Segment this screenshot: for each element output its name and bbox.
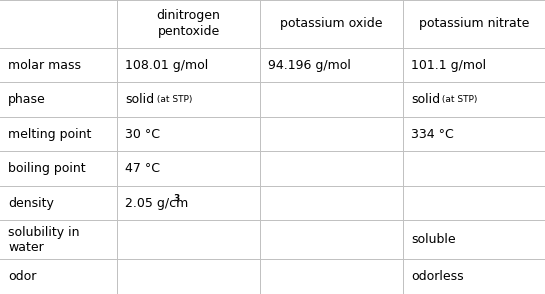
Text: soluble: soluble [411,233,456,246]
Text: solubility in
water: solubility in water [8,226,80,254]
Text: solid: solid [411,93,440,106]
Text: phase: phase [8,93,46,106]
Text: odor: odor [8,270,37,283]
Text: 3: 3 [173,194,179,203]
Text: density: density [8,197,54,210]
Text: melting point: melting point [8,128,92,141]
Text: (at STP): (at STP) [439,95,477,104]
Text: dinitrogen
pentoxide: dinitrogen pentoxide [156,9,221,39]
Text: potassium oxide: potassium oxide [280,17,383,30]
Text: boiling point: boiling point [8,162,86,175]
Text: 30 °C: 30 °C [125,128,160,141]
Text: 47 °C: 47 °C [125,162,160,175]
Text: 94.196 g/mol: 94.196 g/mol [268,59,351,72]
Text: 334 °C: 334 °C [411,128,453,141]
Text: molar mass: molar mass [8,59,81,72]
Text: potassium nitrate: potassium nitrate [419,17,529,30]
Text: solid: solid [125,93,154,106]
Text: 101.1 g/mol: 101.1 g/mol [411,59,486,72]
Text: 108.01 g/mol: 108.01 g/mol [125,59,209,72]
Text: 2.05 g/cm: 2.05 g/cm [125,197,189,210]
Text: (at STP): (at STP) [154,95,192,104]
Text: odorless: odorless [411,270,464,283]
